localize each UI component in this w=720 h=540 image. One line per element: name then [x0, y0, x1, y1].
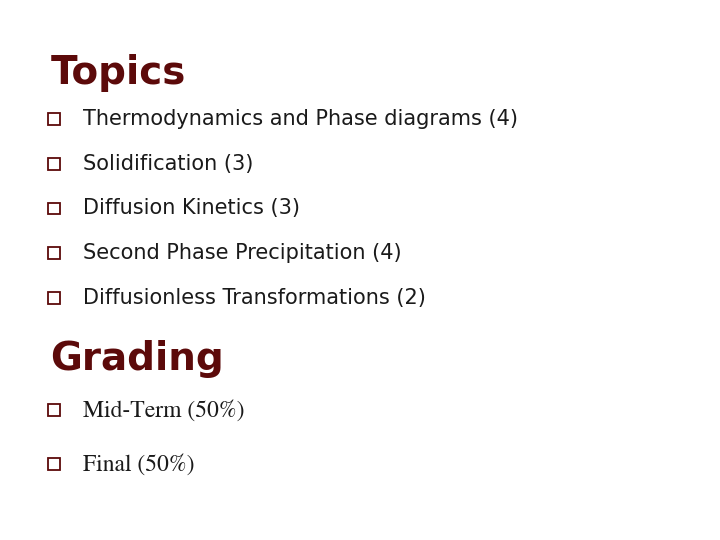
Text: Second Phase Precipitation (4): Second Phase Precipitation (4) — [83, 243, 402, 264]
Text: Diffusionless Transformations (2): Diffusionless Transformations (2) — [83, 288, 426, 308]
Text: Final (50%): Final (50%) — [83, 454, 194, 475]
Text: Diffusion Kinetics (3): Diffusion Kinetics (3) — [83, 198, 300, 219]
Text: Topics: Topics — [50, 54, 186, 92]
Text: Grading: Grading — [50, 340, 224, 378]
Text: Thermodynamics and Phase diagrams (4): Thermodynamics and Phase diagrams (4) — [83, 109, 518, 129]
Text: Mid-Term (50%): Mid-Term (50%) — [83, 400, 244, 421]
Text: Solidification (3): Solidification (3) — [83, 153, 253, 174]
